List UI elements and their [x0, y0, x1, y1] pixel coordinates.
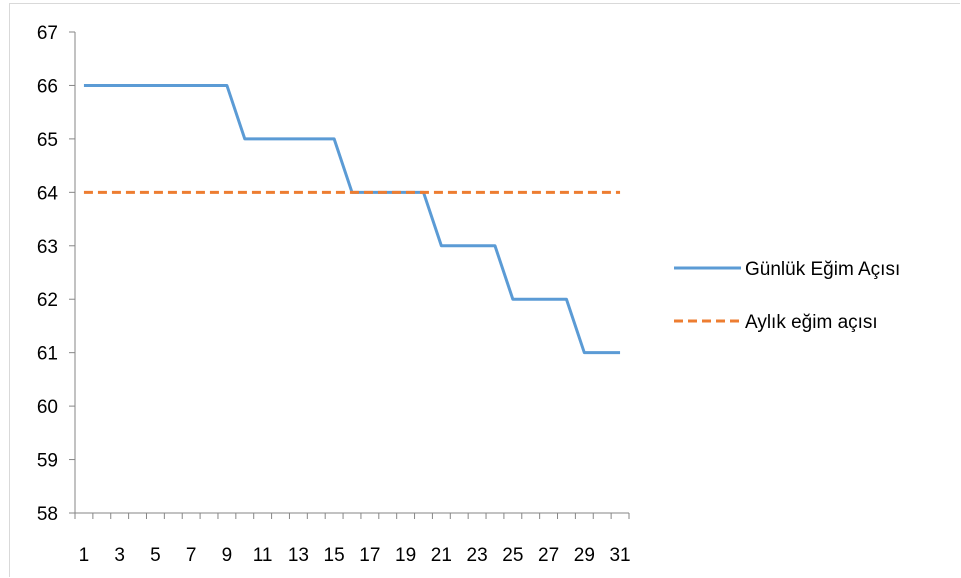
y-tick-label: 60 [37, 397, 58, 418]
series-line-1 [83, 83, 621, 355]
x-tick-label: 17 [359, 545, 380, 566]
legend-label: Günlük Eğim Açısı [745, 259, 900, 280]
chart-area [9, 3, 960, 577]
y-tick-label: 59 [37, 451, 58, 472]
x-tick-label: 23 [467, 545, 488, 566]
x-tick-label: 1 [79, 545, 90, 566]
x-tick-label: 15 [324, 545, 345, 566]
y-tick-label: 67 [37, 23, 58, 44]
x-tick-label: 5 [150, 545, 161, 566]
y-tick-label: 62 [37, 290, 58, 311]
x-tick-label: 27 [538, 545, 559, 566]
y-tick-label: 66 [37, 76, 58, 97]
x-tick-label: 25 [502, 545, 523, 566]
x-axis-ticks: 1 3 5 7 9 11 13 15 17 19 21 23 25 27 29 31 [74, 513, 631, 566]
y-tick-label: 65 [37, 130, 58, 151]
x-tick-label: 31 [609, 545, 630, 566]
chart-axes [74, 32, 629, 514]
x-tick-label: 3 [114, 545, 125, 566]
y-tick-label: 64 [37, 183, 59, 204]
x-tick-label: 11 [253, 545, 273, 566]
series-layer [83, 83, 621, 355]
legend-label: Aylık eğim açısı [745, 312, 878, 333]
x-tick-label: 29 [574, 545, 595, 566]
y-tick-label: 63 [37, 237, 58, 258]
x-tick-label: 19 [395, 545, 416, 566]
y-tick-label: 58 [37, 504, 58, 525]
chart-legend: Günlük Eğim Açısı Aylık eğim açısı [674, 259, 900, 333]
x-tick-label: 9 [222, 545, 233, 566]
x-tick-label: 21 [431, 545, 452, 566]
x-tick-label: 7 [186, 545, 197, 566]
y-tick-label: 61 [37, 344, 58, 365]
y-axis-ticks: 58 59 60 61 62 63 64 65 66 67 [37, 23, 75, 525]
x-tick-label: 13 [288, 545, 309, 566]
